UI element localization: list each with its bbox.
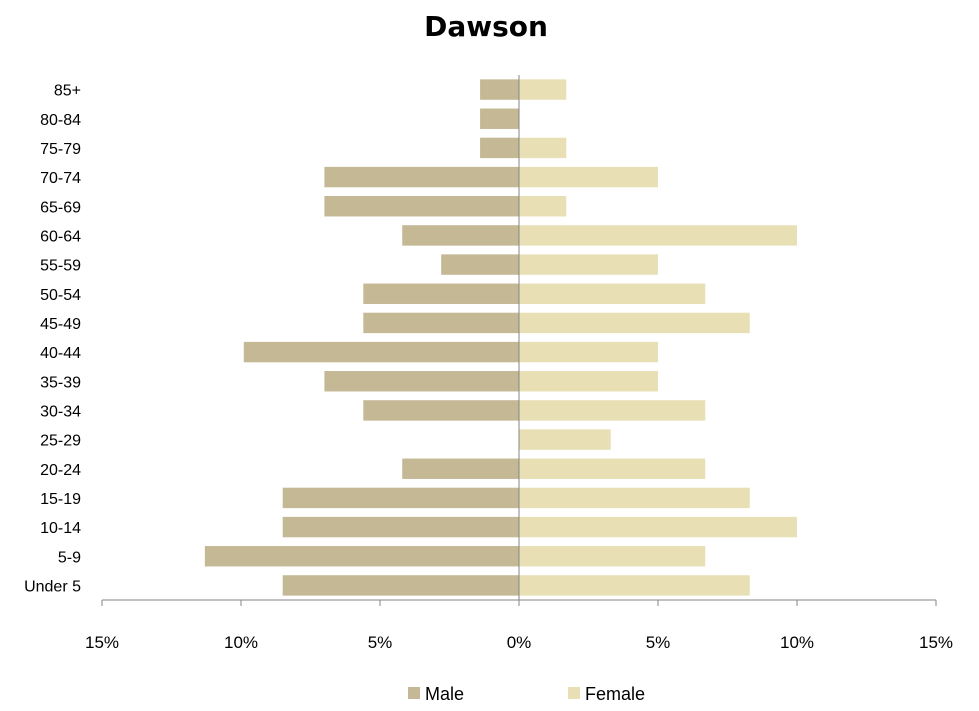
female-bar [519,400,705,420]
female-bar [519,138,566,158]
female-bar [519,167,658,187]
male-bar [324,371,519,391]
female-bar [519,517,797,537]
male-bar [283,575,519,595]
female-bar [519,196,566,216]
male-bar [480,109,519,129]
male-bar [441,254,519,274]
category-label: 45-49 [40,316,81,333]
female-bar [519,79,566,99]
male-bar [283,517,519,537]
category-label: 80-84 [40,112,81,129]
x-tick-label: 10% [224,633,258,652]
male-bar [363,400,519,420]
female-bar [519,546,705,566]
category-label: 50-54 [40,287,81,304]
category-label: 35-39 [40,374,81,391]
male-bar [480,138,519,158]
category-label: Under 5 [24,578,81,595]
female-bar [519,459,705,479]
x-tick-label: 5% [368,633,393,652]
male-bar [205,546,519,566]
male-bar [324,196,519,216]
category-label: 55-59 [40,258,81,275]
category-label: 65-69 [40,199,81,216]
female-bar [519,575,750,595]
category-label: 25-29 [40,433,81,450]
female-bar [519,225,797,245]
male-bar [402,459,519,479]
category-label: 75-79 [40,141,81,158]
category-label: 70-74 [40,170,81,187]
female-bar [519,371,658,391]
category-label: 85+ [54,83,81,100]
category-label: 5-9 [58,549,81,566]
male-bar [363,284,519,304]
category-label: 20-24 [40,462,81,479]
x-axis-ticks: 15% 10% 5% 0% 5% 10% 15% [85,600,953,652]
female-legend-swatch [568,687,580,699]
category-label: 60-64 [40,228,81,245]
x-tick-label: 15% [919,633,953,652]
x-tick-label: 5% [646,633,671,652]
male-bar [402,225,519,245]
male-bar [363,313,519,333]
category-label: 15-19 [40,491,81,508]
x-tick-label: 10% [780,633,814,652]
female-bar [519,254,658,274]
female-bar [519,488,750,508]
female-bar [519,342,658,362]
male-bar [480,79,519,99]
male-legend-swatch [408,687,420,699]
category-label: 30-34 [40,403,81,420]
female-bar [519,284,705,304]
x-tick-label: 15% [85,633,119,652]
chart-title: Dawson [424,10,548,43]
female-bar [519,313,750,333]
category-labels: 85+ 80-84 75-79 70-74 65-69 60-64 55-59 50-54 45… [24,83,81,596]
category-label: 10-14 [40,520,81,537]
female-bar [519,429,611,449]
male-bar [324,167,519,187]
legend: Male Female [408,684,645,704]
category-label: 40-44 [40,345,81,362]
x-tick-label: 0% [507,633,532,652]
male-bar [244,342,519,362]
bars-group [205,79,797,595]
male-legend-label: Male [425,684,464,704]
male-bar [283,488,519,508]
female-legend-label: Female [585,684,645,704]
